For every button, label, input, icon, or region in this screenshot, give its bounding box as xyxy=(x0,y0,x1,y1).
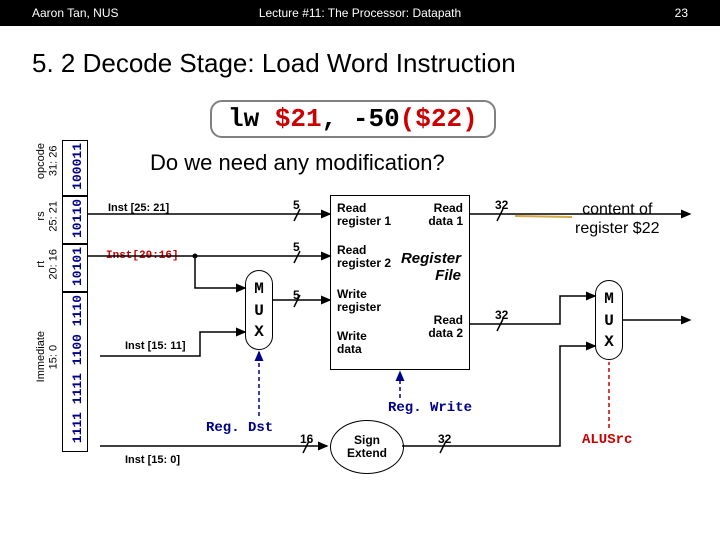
field-immediate-bits: 1111 1111 1100 1110 xyxy=(70,295,85,443)
port-read-data-1: Readdata 1 xyxy=(428,202,463,228)
field-immediate-label: Immediate15: 0 xyxy=(35,331,60,382)
header-right: 23 xyxy=(675,6,688,20)
header-center: Lecture #11: The Processor: Datapath xyxy=(0,6,720,20)
field-opcode: 100011 opcode31: 26 xyxy=(62,140,88,196)
lw-rt: $21 xyxy=(259,104,321,134)
field-opcode-label: opcode31: 26 xyxy=(35,143,60,179)
field-rt: 10101 rt20: 16 xyxy=(62,244,88,292)
lw-mnemonic: lw xyxy=(228,104,259,134)
port-read-reg-2: Readregister 2 xyxy=(337,244,391,270)
port-read-data-2: Readdata 2 xyxy=(428,314,463,340)
field-rs: 10110 rs25: 21 xyxy=(62,196,88,244)
lw-base: ($22) xyxy=(400,104,478,134)
port-read-reg-1: Readregister 1 xyxy=(337,202,391,228)
annotation-reg22: content ofregister $22 xyxy=(575,200,660,238)
sign-extend: SignExtend xyxy=(330,420,404,474)
lw-offset: -50 xyxy=(353,104,400,134)
slide-header: Aaron Tan, NUS Lecture #11: The Processo… xyxy=(0,0,720,26)
field-rt-label: rt20: 16 xyxy=(35,249,60,280)
register-file-title: RegisterFile xyxy=(401,250,461,284)
sig-regdst: Reg. Dst xyxy=(206,420,273,436)
bus-5-a: 5 xyxy=(293,198,300,212)
register-file: Readregister 1 Readregister 2 Writeregis… xyxy=(330,195,470,370)
field-rt-bits: 10101 xyxy=(70,247,85,286)
sig-alusrc: ALUSrc xyxy=(582,432,632,448)
label-inst-20-16: Inst[20:16] xyxy=(106,250,179,262)
sig-regwrite: Reg. Write xyxy=(388,400,472,416)
label-inst-25-21: Inst [25: 21] xyxy=(108,202,169,214)
bus-32-a: 32 xyxy=(495,198,508,212)
bus-5-b: 5 xyxy=(293,240,300,254)
lw-instruction: lw $21, -50($22) xyxy=(210,100,496,138)
mux-regdst: MUX xyxy=(245,270,273,350)
bus-5-c: 5 xyxy=(293,288,300,302)
port-write-reg: Writeregister xyxy=(337,288,381,314)
field-opcode-bits: 100011 xyxy=(70,143,85,190)
mux-alusrc: MUX xyxy=(595,280,623,360)
slide-title: 5. 2 Decode Stage: Load Word Instruction xyxy=(32,48,516,79)
bus-32-b: 32 xyxy=(495,308,508,322)
bus-16: 16 xyxy=(300,432,313,446)
port-write-data: Writedata xyxy=(337,330,367,356)
field-rs-bits: 10110 xyxy=(70,199,85,238)
field-rs-label: rs25: 21 xyxy=(35,201,60,232)
bus-32-c: 32 xyxy=(438,432,451,446)
field-immediate: 1111 1111 1100 1110 Immediate15: 0 xyxy=(62,292,88,452)
question-text: Do we need any modification? xyxy=(150,150,445,176)
lw-comma: , xyxy=(322,104,353,134)
label-inst-15-11: Inst [15: 11] xyxy=(125,340,186,352)
label-inst-15-0: Inst [15: 0] xyxy=(125,454,180,466)
